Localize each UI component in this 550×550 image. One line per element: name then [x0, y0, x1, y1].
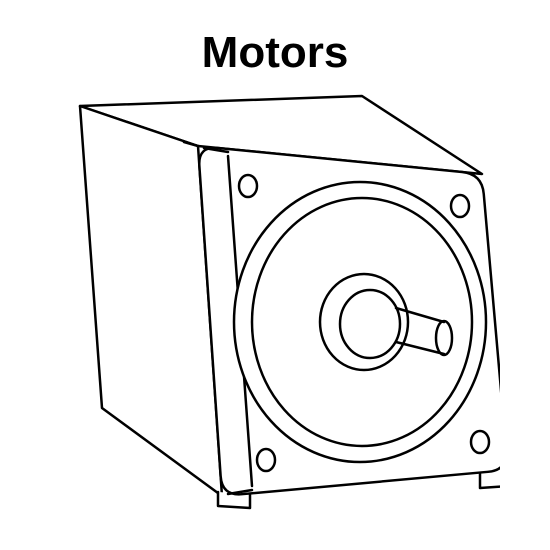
figure-container: Motors: [0, 0, 550, 550]
motor-drawing: [50, 90, 500, 510]
motor-svg: [50, 90, 500, 510]
figure-title: Motors: [0, 28, 550, 78]
